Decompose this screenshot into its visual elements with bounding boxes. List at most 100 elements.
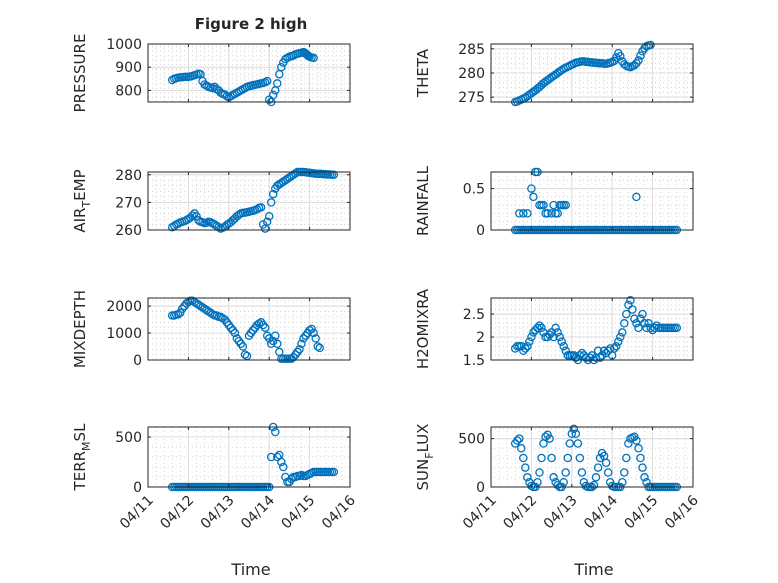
data-point <box>277 457 286 467</box>
y-tick-label: 900 <box>115 60 142 76</box>
y-axis-label-terr-msl: TERRMSL <box>71 423 93 492</box>
data-point <box>273 79 282 88</box>
data-point <box>527 332 536 342</box>
x-tick-label: 04/14 <box>238 492 278 532</box>
data-point <box>632 436 641 445</box>
data-point <box>527 184 536 193</box>
data-point <box>549 200 558 210</box>
y-axis-label-air-temp: AIRTEMP <box>71 169 93 232</box>
data-point <box>279 462 288 472</box>
data-point <box>262 76 272 86</box>
data-point <box>271 331 280 340</box>
data-point <box>192 211 201 221</box>
data-point <box>618 328 627 337</box>
data-point <box>313 342 322 351</box>
x-tick-label: 04/12 <box>500 493 540 533</box>
x-tick-label: 04/15 <box>622 493 662 533</box>
data-point <box>309 53 318 63</box>
y-tick-label: 1000 <box>106 37 142 53</box>
x-tick-label: 04/13 <box>198 493 238 533</box>
data-point <box>547 453 556 463</box>
x-tick-label: 04/16 <box>319 492 359 532</box>
figure-title: Figure 2 high <box>195 15 308 33</box>
data-point <box>264 211 274 221</box>
panel-air-temp: 260 270 280 AIRTEMP <box>71 167 351 239</box>
data-point <box>277 62 286 72</box>
y-tick-label: 0 <box>476 223 485 239</box>
data-point <box>523 209 532 218</box>
data-point <box>557 337 566 346</box>
data-point <box>644 319 653 328</box>
data-point <box>650 323 659 333</box>
data-point <box>519 209 528 218</box>
data-point <box>634 56 643 65</box>
data-point <box>636 51 645 60</box>
y-tick-label: 280 <box>115 168 142 184</box>
data-point <box>620 319 629 328</box>
y-axis-label-mixdepth: MIXDEPTH <box>71 290 89 368</box>
data-point <box>555 332 564 342</box>
data-point <box>291 169 300 178</box>
data-point <box>636 453 645 463</box>
data-point <box>513 436 522 445</box>
data-point <box>573 439 583 448</box>
data-point <box>622 453 631 463</box>
panel-sun-flux: 04/11 04/12 04/13 04/14 04/15 04/16 0 500 SUNFLU… <box>414 424 702 533</box>
data-point <box>529 192 538 202</box>
data-point <box>515 434 524 443</box>
data-point <box>515 209 524 218</box>
axis-frame <box>490 171 694 231</box>
x-tick-label: 04/11 <box>460 493 500 533</box>
data-point <box>543 209 552 218</box>
data-point <box>628 305 637 314</box>
data-point <box>595 353 605 362</box>
x-axis-label-left: Time <box>230 560 270 579</box>
data-point <box>539 200 548 210</box>
y-axis-label-theta: THETA <box>414 48 432 98</box>
x-tick-label: 04/14 <box>581 492 621 532</box>
data-point <box>609 344 619 353</box>
data-point <box>561 468 570 477</box>
data-point <box>176 308 185 318</box>
data-point <box>533 323 542 333</box>
data-point <box>329 467 339 477</box>
y-tick-label: 275 <box>458 90 485 106</box>
data-point <box>266 452 276 462</box>
data-point <box>537 323 546 333</box>
data-point <box>268 189 278 199</box>
y-tick-label: 1000 <box>106 326 142 342</box>
data-point <box>630 61 639 70</box>
data-point <box>632 192 641 202</box>
data-point <box>545 434 554 443</box>
y-tick-label: 0 <box>133 353 142 369</box>
data-point <box>646 40 655 50</box>
y-tick-label: 0 <box>133 480 142 496</box>
data-point <box>571 429 581 439</box>
data-point <box>525 337 534 346</box>
y-tick-label: 0.5 <box>463 182 485 198</box>
data-point <box>614 337 623 346</box>
x-tick-label: 04/16 <box>662 492 702 532</box>
data-point <box>611 341 621 351</box>
data-point <box>254 319 264 328</box>
panel-h2omixra: 1.5 2 2.5 H2OMIXRA <box>414 288 694 369</box>
data-point <box>533 477 542 487</box>
y-tick-label: 270 <box>115 195 142 211</box>
data-point <box>595 453 605 463</box>
data-point <box>256 203 266 212</box>
y-tick-label: 500 <box>115 430 142 446</box>
x-axis-label-right: Time <box>573 560 613 579</box>
axis-frame <box>147 426 351 488</box>
y-tick-label: 1.5 <box>463 353 485 369</box>
data-point <box>240 350 250 359</box>
data-point <box>603 468 613 477</box>
data-point <box>329 170 339 180</box>
plot-area <box>490 171 694 231</box>
data-point <box>640 319 649 328</box>
panel-pressure: 800 900 1000 PRESSURE <box>71 34 351 112</box>
data-point <box>640 473 649 482</box>
axis-frame <box>490 297 694 361</box>
data-point <box>547 209 556 218</box>
axis-frame <box>147 297 351 361</box>
axis-frame <box>147 43 351 103</box>
